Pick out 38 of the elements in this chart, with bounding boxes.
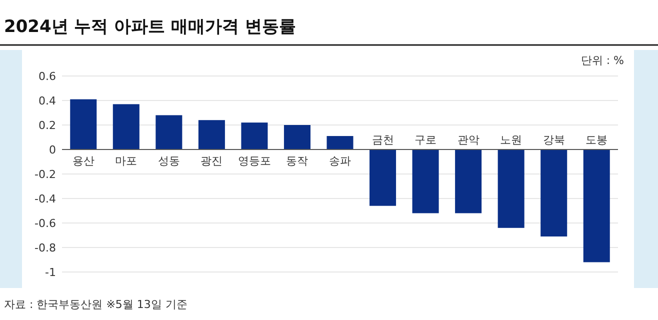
chart-title: 2024년 누적 아파트 매매가격 변동률 (4, 17, 296, 37)
y-tick-label: -0.6 (34, 217, 56, 230)
bar (70, 99, 97, 150)
y-tick-label: 0.4 (38, 94, 56, 108)
y-tick-label: 0 (49, 144, 56, 156)
y-tick-label: 0.2 (38, 119, 56, 132)
bar (326, 136, 354, 150)
y-tick-label: 0.6 (38, 70, 56, 83)
x-tick-label: 송파 (329, 154, 351, 168)
bar (241, 122, 268, 150)
bar (284, 125, 310, 150)
bar (498, 150, 524, 228)
bar (412, 150, 439, 214)
y-tick-label: -1 (45, 266, 56, 279)
bar (156, 115, 182, 150)
x-tick-label: 관악 (457, 134, 480, 146)
x-tick-label: 용산 (72, 154, 94, 168)
x-tick-label: 금천 (372, 134, 394, 146)
x-tick-label: 도봉 (586, 134, 608, 146)
x-tick-label: 광진 (200, 154, 223, 168)
bar (370, 150, 396, 206)
bar (112, 104, 140, 150)
text: 자료 : 한국부동산원 ※5월 13일 기준 (4, 298, 188, 311)
bar (455, 150, 482, 214)
x-tick-label: 노원 (500, 134, 522, 146)
y-tick-label: -0.8 (34, 242, 56, 254)
x-tick-label: 강북 (542, 134, 565, 146)
bar (198, 120, 225, 150)
x-tick-label: 성동 (158, 154, 180, 168)
y-tick-label: -0.4 (34, 192, 56, 206)
x-tick-label: 마포 (115, 154, 138, 168)
x-tick-label: 구로 (414, 134, 437, 146)
x-tick-label: 동작 (286, 154, 308, 168)
bar (540, 150, 568, 236)
x-tick-label: 영등포 (238, 154, 271, 168)
text: 단위 : % (580, 54, 624, 67)
bar (583, 150, 610, 262)
y-tick-label: -0.2 (34, 168, 56, 181)
